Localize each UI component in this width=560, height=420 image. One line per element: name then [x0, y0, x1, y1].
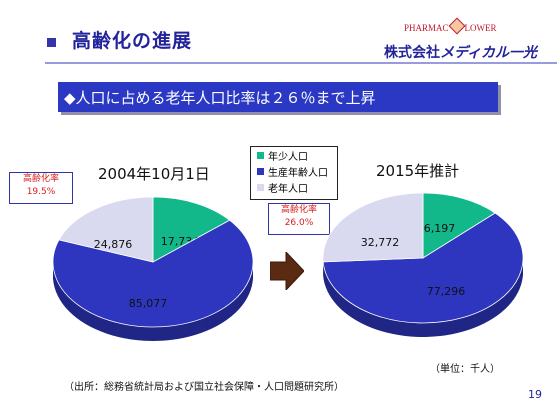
data-label: 77,296 — [427, 285, 466, 298]
aging-rate-callout-2004: 高齢化率 19.5% — [9, 172, 73, 204]
data-label: 16,197 — [417, 222, 456, 235]
pie-slice-生産年齢人口 — [322, 212, 524, 324]
header-divider — [45, 62, 557, 64]
flower-logo-icon — [448, 17, 466, 35]
legend-swatch — [257, 151, 264, 159]
callout-label: 高齢化率 — [22, 174, 59, 184]
pie-slice-生産年齢人口 — [52, 219, 254, 328]
aging-rate-callout-2015: 高齢化率 26.0% — [268, 203, 330, 235]
headline-text: ◆人口に占める老年人口比率は２６％まで上昇 — [64, 89, 376, 107]
company-logo: 株式会社メディカル一光 — [384, 42, 537, 62]
pie-slice-年少人口 — [422, 192, 496, 259]
pie-slice-老年人口 — [322, 192, 424, 263]
title-bullet — [47, 38, 56, 47]
legend-label: 年少人口 — [268, 151, 308, 163]
callout-label: 高齢化率 — [280, 205, 317, 215]
data-label: 24,876 — [94, 238, 133, 251]
chart-title-2004: 2004年10月1日 — [98, 165, 210, 183]
logo-pharmaflower: PHARMAC LOWER — [404, 17, 497, 35]
callout-value: 26.0% — [284, 218, 314, 228]
company-brand: メディカル一光 — [440, 45, 538, 61]
legend-label: 生産年齢人口 — [268, 167, 328, 179]
page-number: 19 — [528, 388, 542, 401]
pie-chart-2015: 16,197 77,296 32,772 — [322, 192, 524, 337]
legend-item: 老年人口 — [251, 179, 337, 195]
company-prefix: 株式会社 — [384, 45, 440, 61]
chart-title-2015: 2015年推計 — [376, 162, 460, 180]
source-note: （出所：総務省統計局および国立社会保障・人口問題研究所） — [64, 382, 344, 393]
headline-banner — [58, 82, 498, 112]
legend-swatch — [257, 167, 264, 175]
pie-slice-年少人口 — [152, 196, 231, 263]
data-label: 85,077 — [129, 297, 168, 310]
pie-slice-老年人口 — [58, 196, 154, 263]
legend-swatch — [257, 183, 264, 191]
data-label: 32,772 — [361, 236, 400, 249]
transition-arrow-icon — [270, 252, 304, 290]
callout-value: 19.5% — [26, 187, 56, 197]
legend-label: 老年人口 — [268, 183, 308, 195]
chart-legend: 年少人口 生産年齢人口 老年人口 — [250, 146, 338, 200]
legend-item: 年少人口 — [251, 147, 337, 163]
unit-note: （単位：千人） — [430, 364, 500, 375]
page-title: 高齢化の進展 — [72, 30, 193, 52]
legend-item: 生産年齢人口 — [251, 163, 337, 179]
